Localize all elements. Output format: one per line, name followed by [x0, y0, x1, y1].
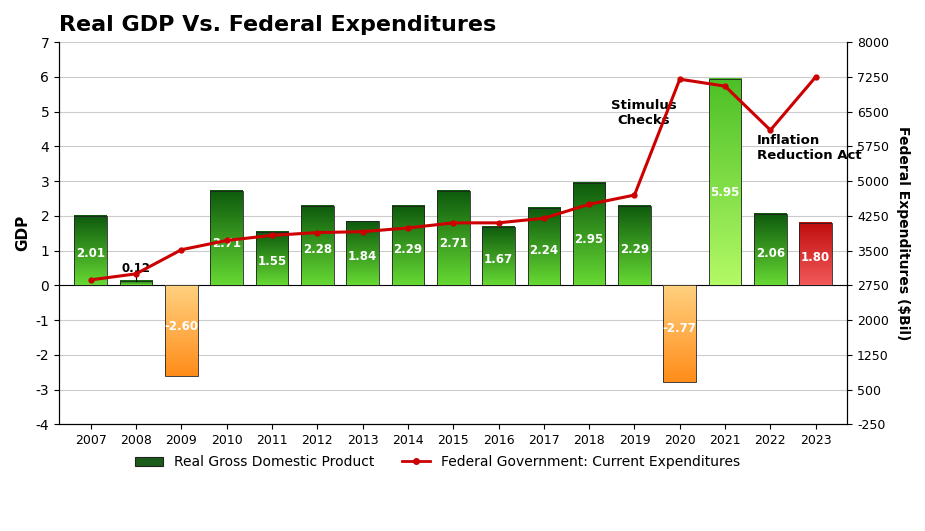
Text: -2.77: -2.77 — [663, 322, 697, 335]
Text: 2.29: 2.29 — [620, 243, 649, 256]
Text: Stimulus
Checks: Stimulus Checks — [610, 99, 676, 127]
Text: 5.95: 5.95 — [710, 186, 740, 199]
Text: 2.06: 2.06 — [756, 247, 785, 260]
Text: Real GDP Vs. Federal Expenditures: Real GDP Vs. Federal Expenditures — [59, 15, 497, 35]
Text: 1.67: 1.67 — [484, 253, 513, 266]
Text: 2.28: 2.28 — [302, 243, 332, 256]
Text: 2.24: 2.24 — [529, 244, 559, 257]
Y-axis label: Federal Expenditures ($Bil): Federal Expenditures ($Bil) — [896, 126, 910, 340]
Bar — [301, 206, 334, 286]
Text: 1.55: 1.55 — [257, 255, 287, 268]
Text: 1.80: 1.80 — [801, 251, 831, 264]
Bar — [391, 206, 425, 286]
Bar — [165, 286, 198, 376]
Text: Inflation
Reduction Act: Inflation Reduction Act — [757, 134, 861, 162]
Bar — [255, 232, 289, 286]
Bar — [618, 206, 651, 286]
Y-axis label: GDP: GDP — [15, 215, 30, 251]
Text: 2.95: 2.95 — [574, 233, 604, 246]
Bar — [799, 223, 833, 286]
Bar — [754, 214, 787, 286]
Text: 2.29: 2.29 — [393, 243, 423, 256]
Bar — [527, 208, 561, 286]
Text: 2.01: 2.01 — [76, 247, 105, 261]
Bar — [210, 191, 243, 286]
Bar — [74, 216, 107, 286]
Bar — [482, 227, 515, 286]
Bar — [663, 286, 697, 382]
Text: 1.84: 1.84 — [348, 250, 377, 263]
Bar — [346, 221, 379, 286]
Bar — [709, 79, 742, 286]
Text: 2.71: 2.71 — [438, 236, 468, 250]
Text: 0.12: 0.12 — [121, 262, 151, 275]
Bar — [573, 183, 606, 286]
Text: -2.60: -2.60 — [165, 320, 198, 332]
Text: 2.71: 2.71 — [212, 236, 241, 250]
Bar — [119, 281, 153, 286]
Legend: Real Gross Domestic Product, Federal Government: Current Expenditures: Real Gross Domestic Product, Federal Gov… — [130, 450, 746, 475]
Bar — [437, 191, 470, 286]
